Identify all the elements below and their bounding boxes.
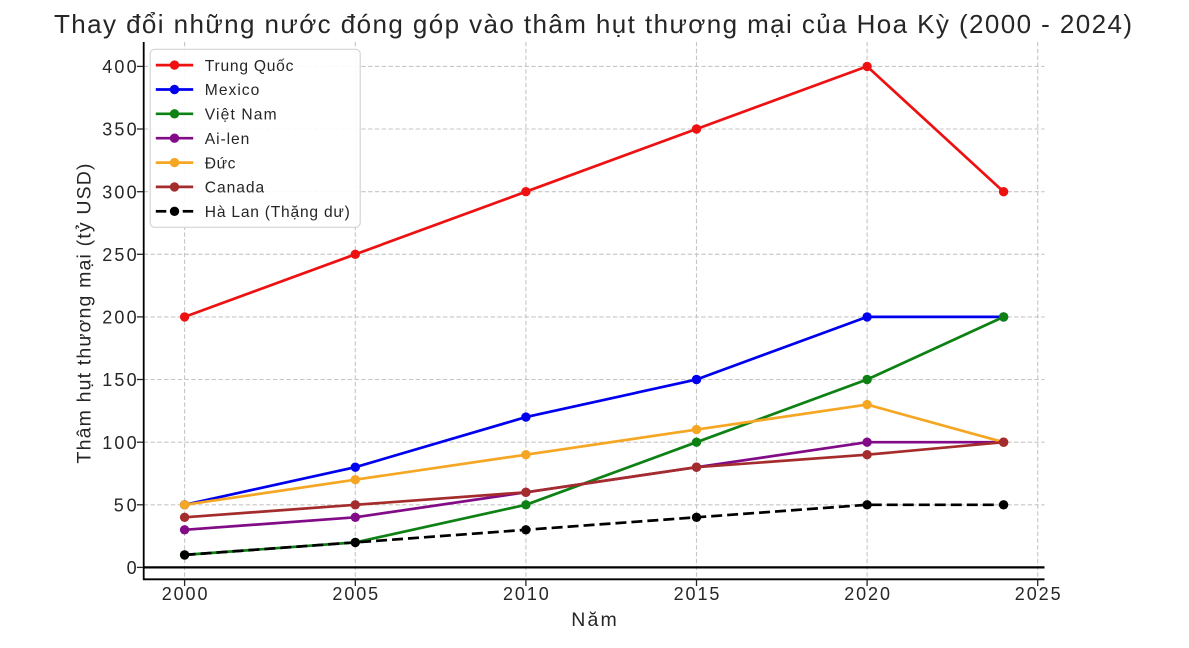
svg-text:2020: 2020 <box>844 584 890 604</box>
svg-text:2005: 2005 <box>332 584 378 604</box>
svg-text:Canada: Canada <box>205 180 265 197</box>
svg-text:Thay đổi những nước đóng góp v: Thay đổi những nước đóng góp vào thâm hụ… <box>54 9 1132 39</box>
svg-text:Năm: Năm <box>571 609 617 631</box>
svg-text:Đức: Đức <box>205 155 236 172</box>
svg-text:0: 0 <box>127 558 137 578</box>
svg-text:Thâm hụt thương mại (tỷ USD): Thâm hụt thương mại (tỷ USD) <box>74 164 96 464</box>
svg-text:Hà Lan (Thặng dư): Hà Lan (Thặng dư) <box>205 204 350 221</box>
svg-text:400: 400 <box>102 57 136 77</box>
svg-text:250: 250 <box>102 245 136 265</box>
svg-text:2015: 2015 <box>674 584 720 604</box>
svg-text:100: 100 <box>102 433 136 453</box>
svg-text:Trung Quốc: Trung Quốc <box>205 58 294 75</box>
svg-text:2000: 2000 <box>162 584 208 604</box>
svg-text:350: 350 <box>102 120 136 140</box>
svg-text:300: 300 <box>102 182 136 202</box>
svg-text:150: 150 <box>102 370 136 390</box>
svg-text:200: 200 <box>102 308 136 328</box>
svg-text:Việt Nam: Việt Nam <box>205 107 277 124</box>
svg-text:Mexico: Mexico <box>205 82 260 99</box>
svg-text:2010: 2010 <box>503 584 549 604</box>
svg-text:Ai-len: Ai-len <box>205 131 250 148</box>
svg-text:2025: 2025 <box>1015 584 1061 604</box>
